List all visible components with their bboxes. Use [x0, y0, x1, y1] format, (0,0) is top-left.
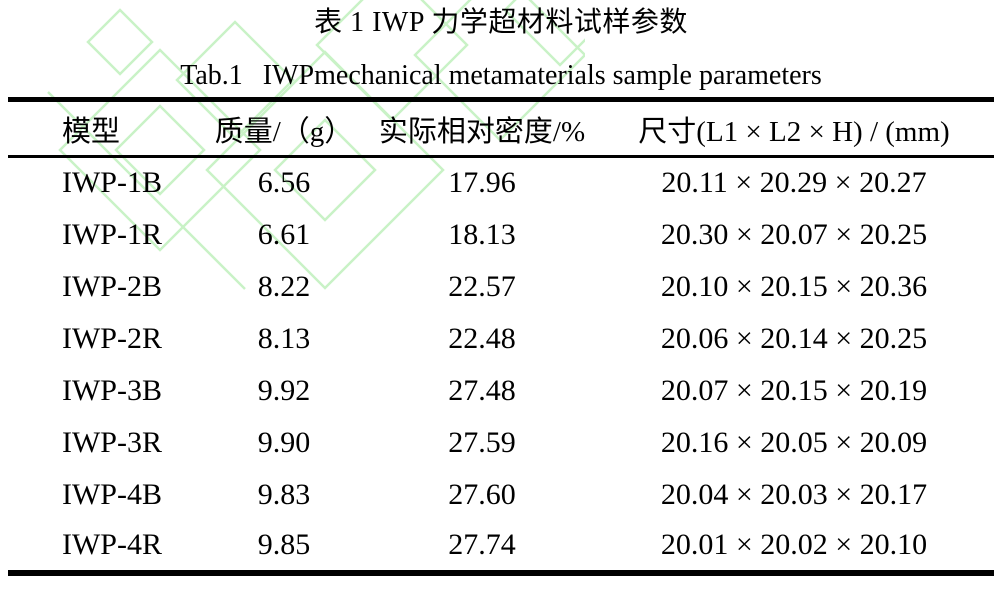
model-cell: IWP-3B	[62, 373, 162, 407]
dimensions-cell: 20.01 × 20.02 × 20.10	[660, 528, 928, 561]
model-cell: IWP-4B	[62, 477, 162, 511]
mass-cell: 9.92	[257, 373, 311, 407]
table-caption-english-label: Tab.1	[180, 60, 243, 91]
model-cell: IWP-1R	[62, 217, 162, 251]
table-body: IWP-1B 6.56 17.96 20.11 × 20.29 × 20.27 IWP-…	[8, 157, 994, 573]
table-row: IWP-4R 9.85 27.74 20.01 × 20.02 × 20.10	[8, 521, 994, 573]
model-cell: IWP-1B	[62, 166, 162, 200]
model-cell: IWP-2R	[62, 321, 162, 355]
mass-cell: 9.85	[257, 528, 311, 561]
model-cell: IWP-4R	[62, 528, 162, 561]
dimensions-cell: 20.06 × 20.14 × 20.25	[660, 321, 928, 355]
table-caption-chinese: 表 1 IWP 力学超材料试样参数	[314, 7, 688, 38]
paper-content: 表 1 IWP 力学超材料试样参数 Tab.1 IWPmechanical met…	[0, 7, 1002, 576]
table-row: IWP-4B 9.83 27.60 20.04 × 20.03 × 20.17	[8, 469, 994, 521]
table-row: IWP-2R 8.13 22.48 20.06 × 20.14 × 20.25	[8, 313, 994, 365]
model-cell: IWP-2B	[62, 269, 162, 303]
density-cell: 27.60	[448, 477, 516, 511]
dimensions-cell: 20.07 × 20.15 × 20.19	[660, 373, 928, 407]
table-row: IWP-3B 9.92 27.48 20.07 × 20.15 × 20.19	[8, 365, 994, 417]
table-row: IWP-2B 8.22 22.57 20.10 × 20.15 × 20.36	[8, 261, 994, 313]
sample-parameters-table: 模型 质量/（g） 实际相对密度/% 尺寸(L1 × L2 × H) / (mm) I…	[8, 97, 994, 576]
column-header-density: 实际相对密度/%	[378, 115, 586, 148]
dimensions-cell: 20.11 × 20.29 × 20.27	[661, 166, 927, 200]
column-header-mass: 质量/（g）	[214, 115, 354, 148]
mass-cell: 9.83	[257, 477, 311, 511]
mass-cell: 6.56	[257, 166, 311, 200]
mass-cell: 9.90	[257, 425, 311, 459]
dimensions-cell: 20.16 × 20.05 × 20.09	[660, 425, 928, 459]
table-row: IWP-1B 6.56 17.96 20.11 × 20.29 × 20.27	[8, 157, 994, 209]
density-cell: 22.57	[448, 269, 516, 303]
mass-cell: 8.13	[257, 321, 311, 355]
dimensions-cell: 20.10 × 20.15 × 20.36	[660, 269, 928, 303]
mass-cell: 8.22	[257, 269, 311, 303]
table-row: IWP-3R 9.90 27.59 20.16 × 20.05 × 20.09	[8, 417, 994, 469]
model-cell: IWP-3R	[62, 425, 162, 459]
density-cell: 27.48	[448, 373, 516, 407]
table-row: IWP-1R 6.61 18.13 20.30 × 20.07 × 20.25	[8, 209, 994, 261]
table-header-row: 模型 质量/（g） 实际相对密度/% 尺寸(L1 × L2 × H) / (mm)	[8, 100, 994, 157]
density-cell: 22.48	[448, 321, 516, 355]
dimensions-cell: 20.04 × 20.03 × 20.17	[660, 477, 928, 511]
density-cell: 17.96	[448, 166, 516, 200]
density-cell: 18.13	[448, 217, 516, 251]
dimensions-cell: 20.30 × 20.07 × 20.25	[660, 217, 928, 251]
column-header-model: 模型	[62, 115, 121, 148]
density-cell: 27.59	[448, 425, 516, 459]
table-caption-english-text: IWPmechanical metamaterials sample param…	[262, 60, 822, 91]
table-caption-english: Tab.1 IWPmechanical metamaterials sample …	[0, 58, 1002, 94]
mass-cell: 6.61	[257, 217, 311, 251]
column-header-dimensions: 尺寸(L1 × L2 × H) / (mm)	[638, 115, 950, 148]
density-cell: 27.74	[448, 528, 516, 561]
